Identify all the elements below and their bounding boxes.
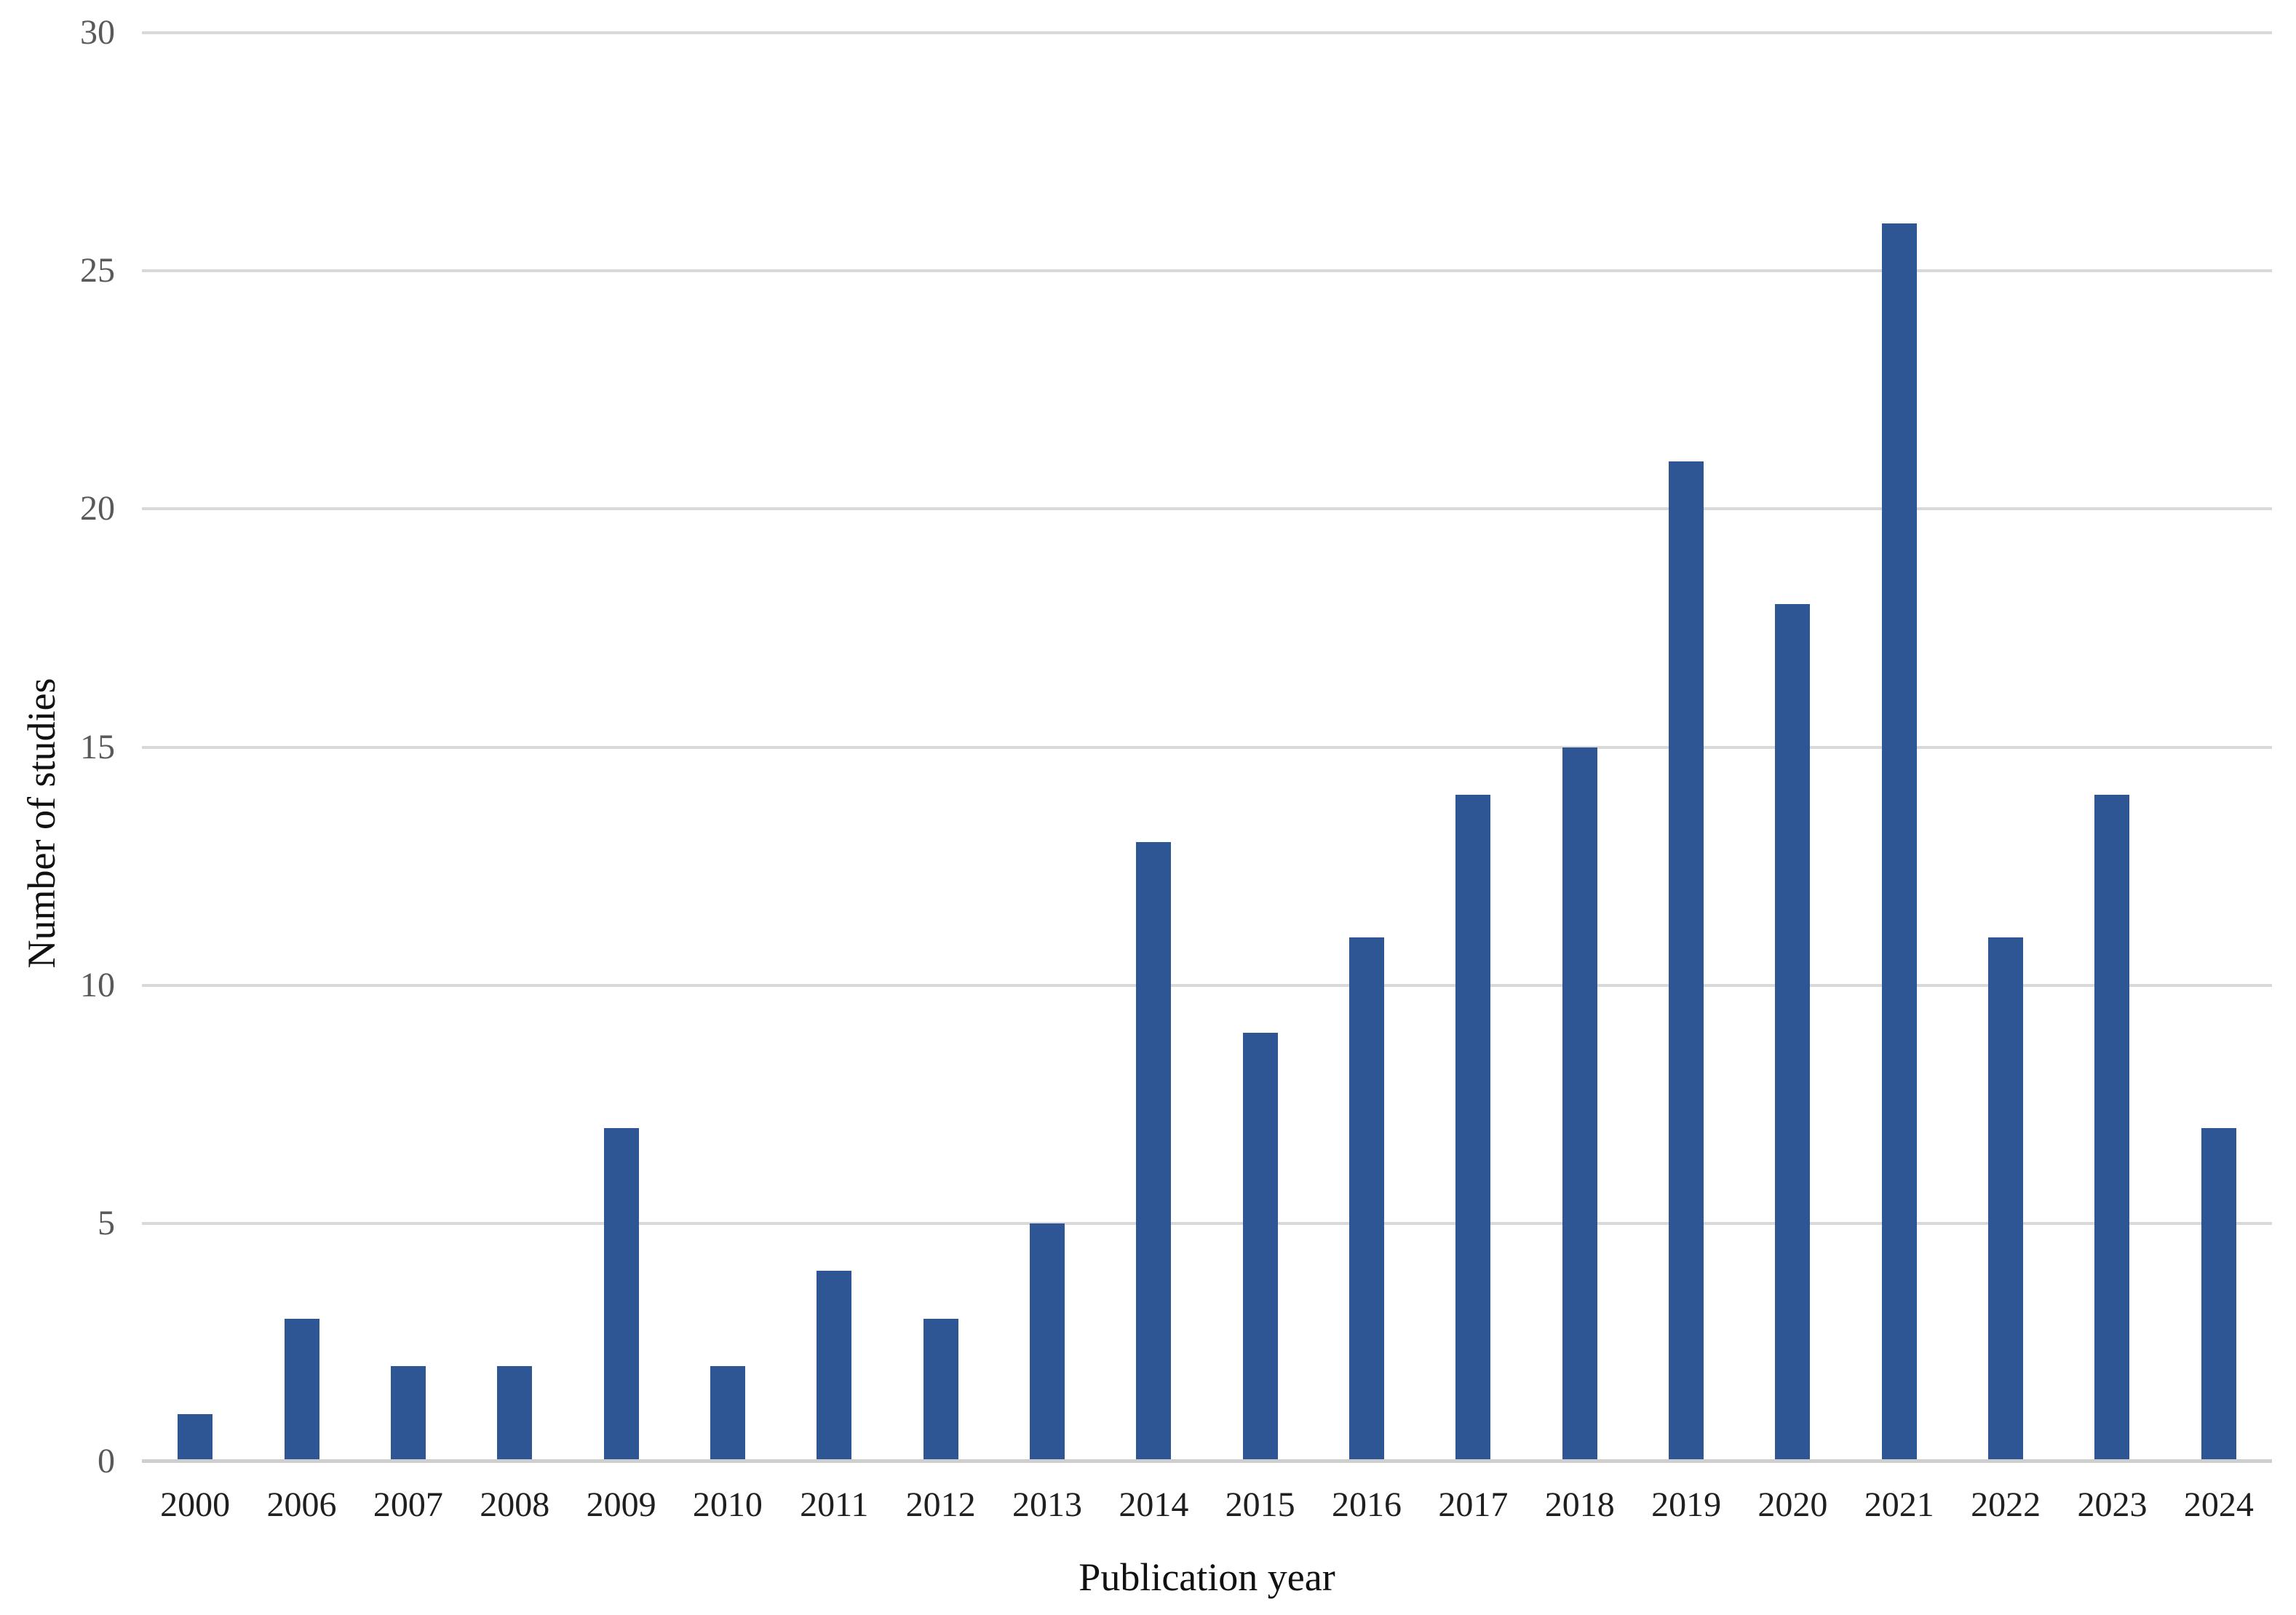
gridline <box>142 983 2272 987</box>
gridline <box>142 1221 2272 1225</box>
x-tick-label: 2014 <box>1119 1485 1189 1524</box>
bar-2011 <box>817 1271 852 1461</box>
gridline <box>142 507 2272 511</box>
plot-area <box>142 31 2272 1463</box>
bar-2009 <box>603 1127 639 1461</box>
y-tick-label: 20 <box>80 489 115 528</box>
y-tick-label: 0 <box>98 1442 115 1480</box>
x-tick-label: 2021 <box>1864 1485 1934 1524</box>
x-tick-label: 2006 <box>266 1485 337 1524</box>
x-tick-label: 2015 <box>1225 1485 1295 1524</box>
y-axis-title: Number of studies <box>20 678 63 969</box>
y-tick-label: 15 <box>80 727 115 766</box>
x-tick-label: 2018 <box>1544 1485 1615 1524</box>
bar-2010 <box>710 1366 745 1461</box>
bar-2022 <box>1988 937 2024 1461</box>
bar-2023 <box>2094 794 2130 1461</box>
x-tick-label: 2007 <box>373 1485 443 1524</box>
bar-2016 <box>1349 937 1385 1461</box>
x-tick-label: 2010 <box>692 1485 763 1524</box>
x-tick-label: 2022 <box>1971 1485 2041 1524</box>
x-tick-label: 2024 <box>2183 1485 2254 1524</box>
gridline <box>142 745 2272 749</box>
bar-2015 <box>1242 1033 1278 1461</box>
x-axis-title: Publication year <box>1079 1555 1335 1599</box>
x-tick-label: 2020 <box>1757 1485 1828 1524</box>
gridline <box>142 31 2272 34</box>
x-tick-label: 2023 <box>2077 1485 2148 1524</box>
bar-2008 <box>497 1366 533 1461</box>
x-tick-label: 2012 <box>905 1485 976 1524</box>
x-axis-line <box>142 1459 2272 1463</box>
y-tick-label: 10 <box>80 965 115 1004</box>
y-tick-label: 5 <box>98 1203 115 1242</box>
bar-2013 <box>1029 1223 1065 1461</box>
x-tick-label: 2016 <box>1332 1485 1402 1524</box>
x-tick-label: 2000 <box>160 1485 231 1524</box>
x-tick-label: 2017 <box>1438 1485 1509 1524</box>
x-tick-label: 2019 <box>1651 1485 1722 1524</box>
bar-2018 <box>1562 747 1597 1461</box>
bar-2019 <box>1669 461 1704 1461</box>
bar-2007 <box>390 1366 426 1461</box>
x-tick-label: 2011 <box>800 1485 869 1524</box>
bar-2006 <box>284 1318 319 1461</box>
x-tick-label: 2008 <box>480 1485 550 1524</box>
bar-2017 <box>1455 794 1491 1461</box>
bar-2020 <box>1775 604 1811 1461</box>
bar-2014 <box>1136 842 1172 1461</box>
bar-2000 <box>178 1413 213 1461</box>
x-tick-label: 2013 <box>1012 1485 1082 1524</box>
y-tick-label: 30 <box>80 13 115 52</box>
bar-2021 <box>1881 223 1917 1461</box>
y-tick-label: 25 <box>80 251 115 290</box>
x-tick-label: 2009 <box>586 1485 656 1524</box>
bar-2024 <box>2201 1127 2236 1461</box>
gridline <box>142 269 2272 273</box>
bar-2012 <box>923 1318 958 1461</box>
